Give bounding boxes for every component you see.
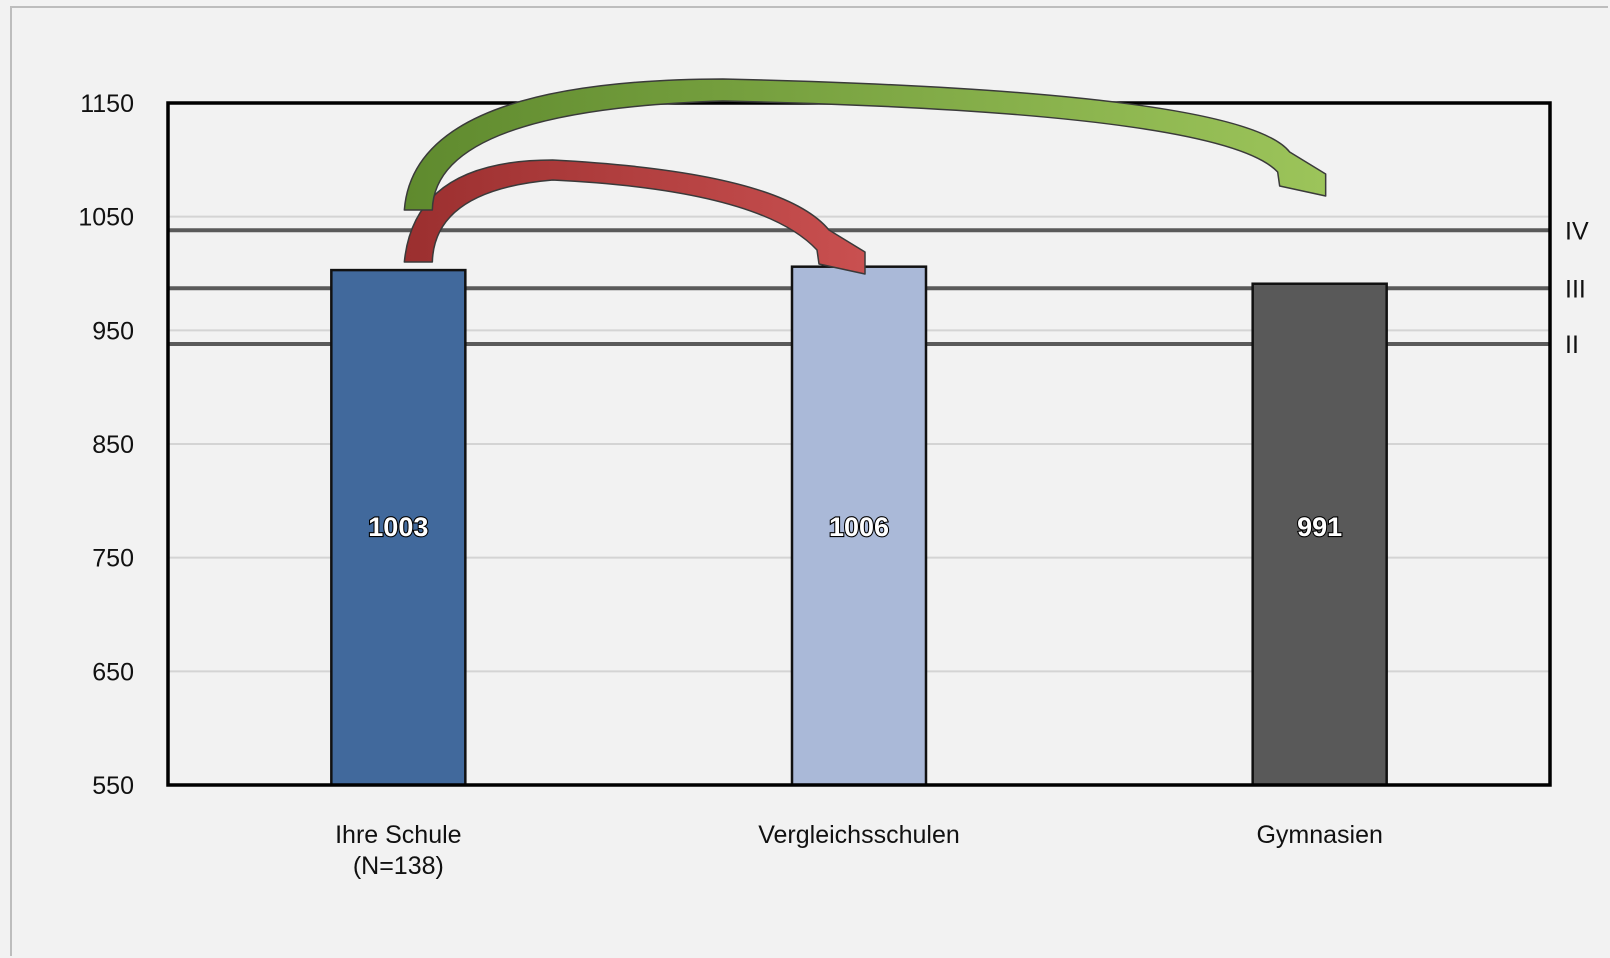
category-label: Ihre Schule [335,821,461,849]
bar [1251,282,1388,787]
category-label: (N=138) [353,852,444,880]
y-tick-label: 1150 [80,90,134,118]
y-tick-label: 850 [92,431,134,459]
bar-value-label: 1006 [829,512,889,542]
chart-frame [10,6,1608,956]
y-tick-label: 1050 [78,204,134,232]
bars [330,265,1388,787]
level-label: II [1565,331,1579,359]
bar-value-label: 991 [1297,512,1342,542]
category-label: Gymnasien [1256,821,1382,849]
bar-value-label: 1003 [368,512,428,542]
x-axis-categories: Ihre Schule (N=138) Vergleichsschulen Gymna… [335,821,1383,880]
level-label: III [1565,275,1586,303]
bar-value-labels: 1003 1006 991 [367,511,1343,543]
bar [330,268,467,787]
level-label: IV [1565,217,1589,245]
comparison-arrows [403,78,1327,275]
y-tick-label: 650 [92,658,134,686]
y-axis-ticks: 550 650 750 850 950 1050 1150 [78,90,134,800]
y-tick-label: 950 [92,317,134,345]
category-label: Vergleichsschulen [758,821,960,849]
red-curved-arrow [403,159,866,275]
y-tick-label: 750 [92,545,134,573]
y-tick-label: 550 [92,772,134,800]
green-curved-arrow [403,78,1327,211]
bar [790,265,928,787]
